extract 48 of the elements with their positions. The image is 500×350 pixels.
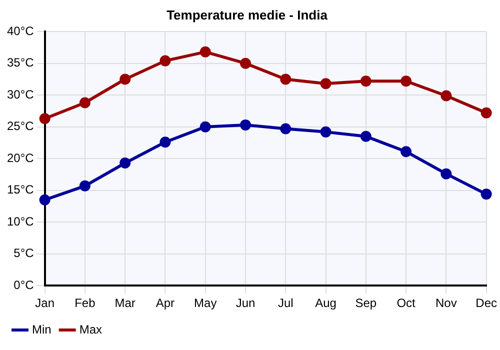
legend-label: Min — [32, 322, 52, 336]
legend-label: Max — [79, 322, 102, 336]
point — [240, 58, 252, 69]
point — [160, 136, 171, 148]
point — [200, 121, 211, 132]
x-tick-label: Apr — [156, 296, 175, 310]
y-tick-label: 15°C — [7, 182, 34, 197]
point — [200, 46, 211, 58]
y-tick-label: 10°C — [7, 214, 34, 228]
point — [79, 97, 90, 108]
y-tick-label: 40°C — [7, 24, 34, 38]
x-tick-label: Jan — [35, 296, 54, 310]
point — [360, 130, 372, 142]
y-tick-label: 35°C — [7, 56, 34, 70]
point — [39, 194, 50, 206]
point — [360, 76, 372, 87]
point — [79, 180, 90, 192]
point — [480, 188, 492, 200]
point — [39, 113, 50, 124]
x-tick-label: Feb — [74, 296, 96, 310]
point — [280, 123, 292, 134]
x-tick-label: May — [194, 296, 217, 310]
y-tick-label: 0°C — [14, 278, 34, 292]
x-tick-label: Oct — [396, 296, 416, 310]
x-tick-label: Jul — [278, 296, 294, 310]
point — [440, 168, 452, 180]
y-tick-label: 5°C — [14, 246, 34, 260]
x-tick-label: Nov — [436, 296, 457, 310]
point — [160, 55, 171, 66]
point — [120, 158, 131, 169]
point — [440, 90, 452, 102]
point — [480, 107, 492, 118]
point — [320, 78, 332, 90]
x-tick-label: Dec — [476, 296, 497, 310]
point — [240, 119, 252, 130]
point — [400, 146, 412, 158]
y-tick-label: 20°C — [7, 150, 34, 165]
point — [400, 76, 412, 87]
y-tick-label: 25°C — [7, 119, 34, 134]
y-tick-label: 30°C — [7, 87, 34, 102]
x-tick-label: Mar — [114, 296, 136, 310]
point — [120, 74, 131, 85]
x-tick-label: Sep — [355, 296, 377, 310]
chart-title: Temperature medie - India — [166, 7, 328, 22]
x-tick-label: Jun — [236, 296, 256, 310]
x-tick-label: Aug — [315, 296, 336, 310]
point — [280, 74, 292, 85]
point — [320, 126, 332, 138]
